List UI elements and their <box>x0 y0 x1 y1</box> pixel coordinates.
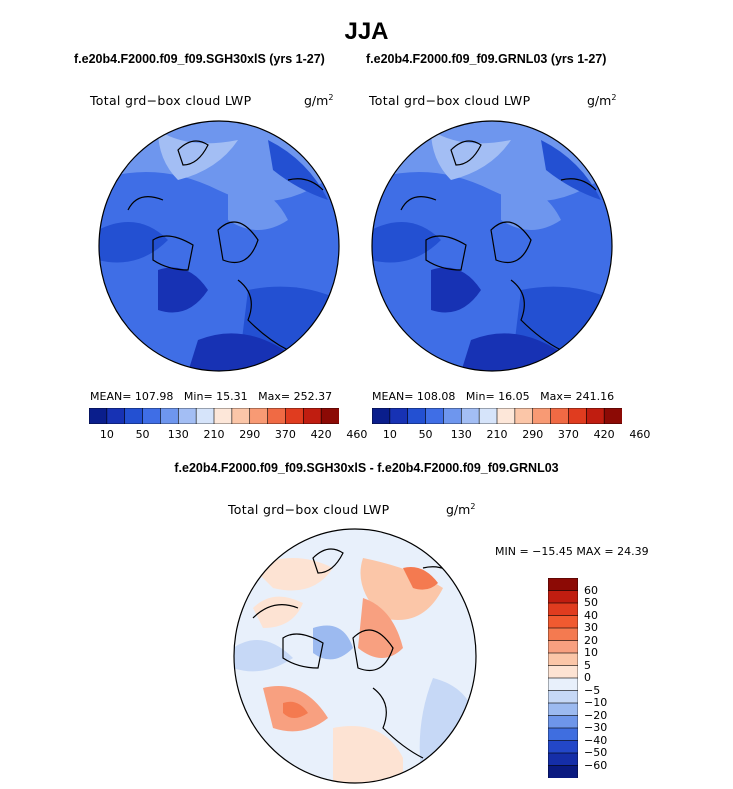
panel-2-colorbar <box>372 408 622 424</box>
panel-1-colorbar-ticks: 10 50 130 210 290 370 420 460 <box>89 428 368 442</box>
colorbar-swatch <box>532 408 552 424</box>
difference-polar-map <box>233 528 477 784</box>
colorbar-swatch <box>372 408 391 424</box>
colorbar-swatch <box>568 408 588 424</box>
panel-2-variable-label: Total grd−box cloud LWP <box>369 93 531 108</box>
colorbar-swatch <box>548 615 578 629</box>
colorbar-swatch <box>548 690 578 704</box>
panel-1-units: g/m2 <box>304 93 334 109</box>
colorbar-tick-label: −40 <box>584 733 608 747</box>
colorbar-tick-label: 420 <box>593 428 615 441</box>
colorbar-swatch <box>267 408 287 424</box>
panel-2-units: g/m2 <box>587 93 617 109</box>
colorbar-swatch <box>231 408 251 424</box>
colorbar-swatch <box>548 752 578 767</box>
panel-2-colorbar-ticks: 10 50 130 210 290 370 420 460 <box>372 428 651 442</box>
panel-1-case-label: f.e20b4.F2000.f09_f09.SGH30xlS (yrs 1-27… <box>74 52 325 66</box>
colorbar-tick-label: 0 <box>584 671 591 684</box>
colorbar-tick-label: 370 <box>557 428 579 441</box>
colorbar-tick-label: 210 <box>203 428 225 441</box>
colorbar-swatch <box>548 627 578 642</box>
colorbar-tick-label: 460 <box>629 428 651 441</box>
colorbar-tick-label: −20 <box>584 708 608 722</box>
figure-title: JJA <box>344 18 389 45</box>
colorbar-tick-label: 460 <box>346 428 368 441</box>
difference-colorbar <box>548 578 578 778</box>
colorbar-swatch <box>89 408 108 424</box>
colorbar-swatch <box>548 677 578 692</box>
colorbar-swatch <box>548 715 578 729</box>
colorbar-swatch <box>585 408 605 424</box>
panel-2-polar-map <box>371 120 613 372</box>
colorbar-swatch <box>285 408 305 424</box>
colorbar-swatch <box>320 408 339 424</box>
colorbar-tick-label: −30 <box>584 721 608 734</box>
colorbar-swatch <box>548 665 578 679</box>
colorbar-swatch <box>407 408 427 424</box>
colorbar-tick-label: 60 <box>584 583 598 597</box>
colorbar-tick-label: 20 <box>584 633 598 647</box>
colorbar-swatch <box>496 408 516 424</box>
colorbar-swatch <box>249 408 269 424</box>
colorbar-tick-label: 290 <box>239 428 261 441</box>
colorbar-swatch <box>425 408 445 424</box>
colorbar-tick-label: 50 <box>418 428 433 441</box>
panel-1-variable-label: Total grd−box cloud LWP <box>90 93 252 108</box>
colorbar-swatch <box>514 408 534 424</box>
colorbar-tick-label: 130 <box>450 428 472 441</box>
colorbar-swatch <box>548 602 578 617</box>
colorbar-swatch <box>548 578 578 592</box>
panel-2-stats: MEAN= 108.08 Min= 16.05 Max= 241.16 <box>372 390 615 403</box>
colorbar-tick-label: 5 <box>584 658 591 672</box>
panel-2-case-label: f.e20b4.F2000.f09_f09.GRNL03 (yrs 1-27) <box>366 52 607 66</box>
colorbar-swatch <box>548 640 578 654</box>
colorbar-swatch <box>548 702 578 717</box>
difference-units: g/m2 <box>446 502 476 518</box>
colorbar-swatch <box>603 408 622 424</box>
colorbar-swatch <box>460 408 480 424</box>
colorbar-tick-label: −5 <box>584 683 601 697</box>
colorbar-tick-label: 10 <box>584 646 598 659</box>
colorbar-swatch <box>443 408 463 424</box>
colorbar-swatch <box>106 408 126 424</box>
colorbar-swatch <box>177 408 197 424</box>
colorbar-swatch <box>548 652 578 667</box>
colorbar-tick-label: −10 <box>584 696 608 709</box>
colorbar-swatch <box>302 408 322 424</box>
difference-header: f.e20b4.F2000.f09_f09.SGH30xlS - f.e20b4… <box>174 461 559 475</box>
colorbar-swatch <box>389 408 409 424</box>
colorbar-swatch <box>142 408 162 424</box>
colorbar-tick-label: 130 <box>167 428 189 441</box>
colorbar-tick-label: 40 <box>584 608 598 622</box>
colorbar-swatch <box>160 408 180 424</box>
colorbar-swatch <box>548 740 578 754</box>
colorbar-swatch <box>548 590 578 604</box>
panel-1-stats: MEAN= 107.98 Min= 15.31 Max= 252.37 <box>90 390 333 403</box>
colorbar-swatch <box>548 765 578 778</box>
difference-variable-label: Total grd−box cloud LWP <box>228 502 390 517</box>
panel-1-colorbar <box>89 408 339 424</box>
colorbar-tick-label: 50 <box>584 596 598 609</box>
colorbar-tick-label: 420 <box>310 428 332 441</box>
difference-colorbar-ticks: 60 50 40 30 20 10 5 0 −5 −10 −20 −30 −40 −50 −60 <box>584 578 624 778</box>
colorbar-swatch <box>548 727 578 742</box>
colorbar-swatch <box>478 408 498 424</box>
colorbar-tick-label: 210 <box>486 428 508 441</box>
panel-1-polar-map <box>98 120 340 372</box>
colorbar-tick-label: 10 <box>382 428 397 441</box>
colorbar-tick-label: −60 <box>584 758 608 772</box>
colorbar-swatch <box>195 408 215 424</box>
colorbar-tick-label: 10 <box>99 428 114 441</box>
colorbar-tick-label: 30 <box>584 621 598 634</box>
colorbar-tick-label: −50 <box>584 746 608 759</box>
colorbar-swatch <box>550 408 570 424</box>
colorbar-swatch <box>213 408 233 424</box>
colorbar-tick-label: 290 <box>522 428 544 441</box>
difference-minmax: MIN = −15.45 MAX = 24.39 <box>495 545 649 558</box>
colorbar-tick-label: 50 <box>135 428 150 441</box>
colorbar-tick-label: 370 <box>274 428 296 441</box>
colorbar-swatch <box>124 408 144 424</box>
